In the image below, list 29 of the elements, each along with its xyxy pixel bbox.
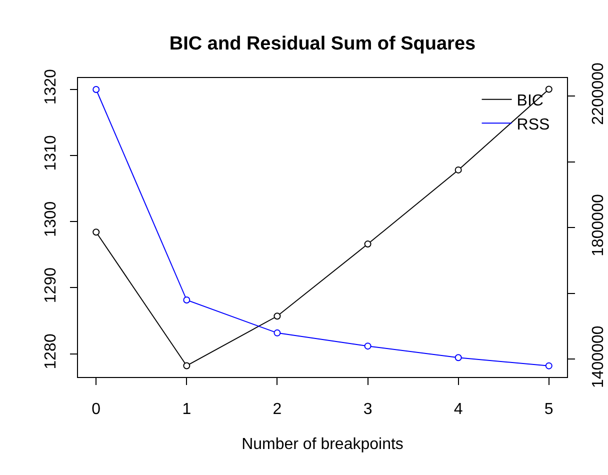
y-tick-label: 1290 [42, 267, 60, 304]
point [454, 166, 462, 174]
chart-title: BIC and Residual Sum of Squares [169, 34, 476, 55]
point [545, 86, 552, 93]
y-tick-label: 1320 [42, 68, 60, 105]
y2-tick-label: 1400000 [590, 326, 608, 388]
point [274, 329, 281, 336]
point [92, 86, 100, 94]
legend-label: RSS [516, 116, 550, 134]
x-tick-label: 0 [92, 401, 101, 418]
point [92, 228, 100, 236]
point [454, 354, 462, 362]
y-tick-label: 1300 [42, 201, 60, 237]
x-tick-label: 1 [182, 401, 192, 418]
y2-tick-label: 2200000 [590, 62, 608, 125]
x-tick-label: 2 [272, 401, 282, 418]
point [183, 362, 190, 370]
point [183, 296, 190, 304]
point [274, 312, 281, 320]
x-tick-label: 4 [454, 401, 463, 418]
y-tick-label: 1280 [42, 334, 60, 370]
point [545, 362, 552, 370]
point [364, 342, 372, 350]
x-tick-label: 3 [363, 401, 372, 418]
y2-tick-label: 1800000 [590, 194, 608, 256]
x-tick-label: 5 [544, 401, 554, 418]
point [364, 240, 372, 248]
y-tick-label: 1310 [42, 135, 60, 171]
x-axis-title: Number of breakpoints [242, 436, 404, 453]
